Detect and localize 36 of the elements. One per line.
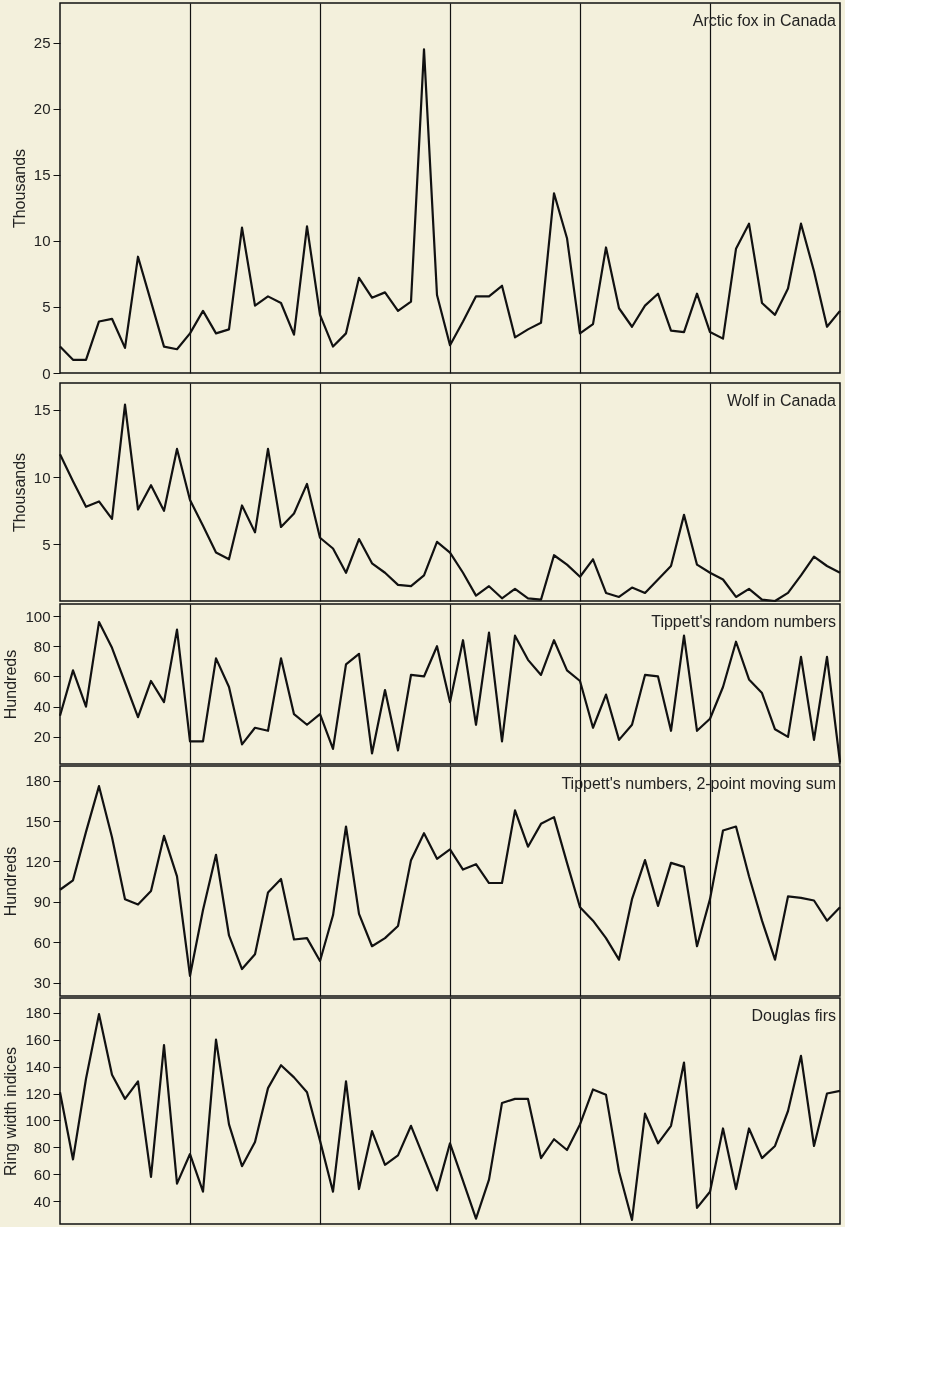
y-tick-label: 5 bbox=[42, 298, 51, 316]
y-tick-label: 120 bbox=[25, 853, 51, 870]
y-axis-title: Ring width indices bbox=[2, 1047, 20, 1176]
y-tick-label: 25 bbox=[33, 34, 51, 52]
y-axis-title: Hundreds bbox=[2, 846, 20, 917]
y-tick-label: 60 bbox=[33, 667, 51, 685]
y-tick-label: 15 bbox=[33, 166, 51, 184]
y-tick-label: 5 bbox=[42, 535, 51, 553]
y-tick-label: 150 bbox=[25, 812, 51, 830]
text: Tippett's random numbers bbox=[651, 613, 836, 630]
y-tick-label: 180 bbox=[25, 772, 51, 790]
y-tick-label: 20 bbox=[33, 728, 51, 746]
y-tick-label: 15 bbox=[33, 401, 51, 419]
y-tick-label: 60 bbox=[33, 933, 51, 951]
y-tick-label: 40 bbox=[33, 1192, 51, 1210]
y-tick-label: 30 bbox=[33, 974, 51, 992]
text: Douglas firs bbox=[751, 1007, 836, 1024]
y-tick-label: 140 bbox=[25, 1058, 51, 1076]
y-tick-label: 10 bbox=[33, 468, 51, 486]
y-tick-label: 60 bbox=[33, 1165, 51, 1183]
y-tick-label: 80 bbox=[33, 637, 51, 655]
y-tick-label: 120 bbox=[25, 1085, 51, 1103]
y-tick-label: 0 bbox=[42, 364, 51, 382]
y-tick-label: 90 bbox=[33, 893, 51, 911]
y-tick-label: 20 bbox=[33, 100, 51, 118]
y-tick-label: 80 bbox=[33, 1138, 51, 1156]
y-tick-label: 180 bbox=[25, 1004, 51, 1022]
text: Wolf in Canada bbox=[726, 392, 837, 409]
y-tick-label: 40 bbox=[33, 698, 51, 716]
y-axis-title: Hundreds bbox=[2, 649, 20, 720]
y-tick-label: 10 bbox=[33, 232, 51, 250]
y-tick-label: 160 bbox=[25, 1031, 51, 1049]
y-axis-title: Thousands bbox=[10, 148, 28, 229]
y-axis-title: Thousands bbox=[10, 452, 28, 533]
y-tick-label: 100 bbox=[25, 1111, 51, 1129]
y-tick-label: 100 bbox=[25, 607, 51, 625]
